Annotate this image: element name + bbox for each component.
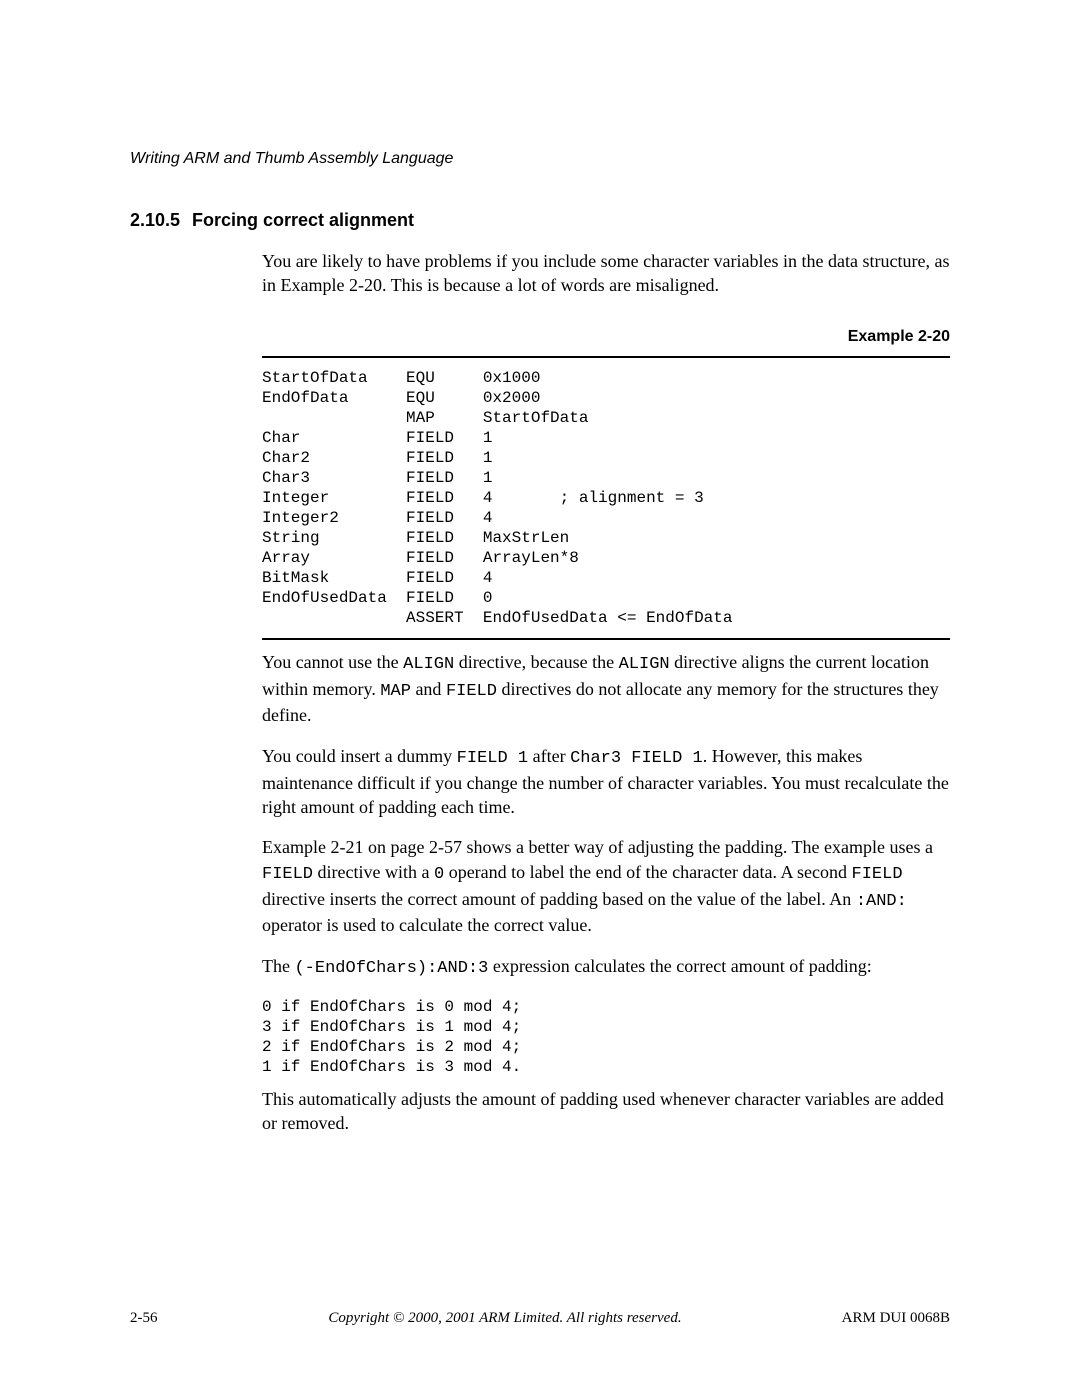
- page-footer: 2-56 Copyright © 2000, 2001 ARM Limited.…: [130, 1310, 950, 1327]
- section-title: Forcing correct alignment: [192, 210, 414, 230]
- paragraph-better: Example 2-21 on page 2-57 shows a better…: [262, 835, 950, 937]
- section-heading: 2.10.5Forcing correct alignment: [130, 210, 950, 231]
- paragraph-dummy: You could insert a dummy FIELD 1 after C…: [262, 744, 950, 820]
- page-container: Writing ARM and Thumb Assembly Language …: [0, 0, 1080, 1397]
- footer-page-number: 2-56: [130, 1310, 210, 1327]
- paragraph-expr: The (-EndOfChars):AND:3 expression calcu…: [262, 954, 950, 981]
- paragraph-align: You cannot use the ALIGN directive, beca…: [262, 650, 950, 728]
- example-rule-bottom: [262, 638, 950, 640]
- paragraph-auto: This automatically adjusts the amount of…: [262, 1087, 950, 1136]
- section-number: 2.10.5: [130, 210, 192, 231]
- footer-docid: ARM DUI 0068B: [800, 1310, 950, 1327]
- example-rule-top: [262, 356, 950, 358]
- paragraph-intro: You are likely to have problems if you i…: [262, 249, 950, 298]
- mod-code-block: 0 if EndOfChars is 0 mod 4; 3 if EndOfCh…: [262, 997, 950, 1077]
- example-label: Example 2-20: [262, 328, 950, 346]
- chapter-header: Writing ARM and Thumb Assembly Language: [130, 150, 950, 168]
- footer-copyright: Copyright © 2000, 2001 ARM Limited. All …: [210, 1310, 800, 1327]
- example-code: StartOfData EQU 0x1000 EndOfData EQU 0x2…: [262, 368, 950, 628]
